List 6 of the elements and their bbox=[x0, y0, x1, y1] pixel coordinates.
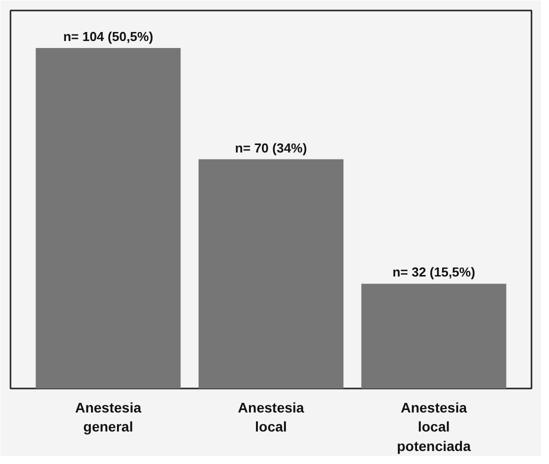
data-label: n= 32 (15,5%) bbox=[392, 264, 476, 280]
x-tick-label: Anestesia general bbox=[75, 400, 142, 435]
data-label: n= 104 (50,5%) bbox=[63, 28, 154, 44]
data-label: n= 70 (34%) bbox=[235, 140, 307, 156]
x-tick-label: Anestesia local potenciada bbox=[396, 400, 471, 454]
x-tick-label: Anestesia local bbox=[238, 400, 304, 435]
